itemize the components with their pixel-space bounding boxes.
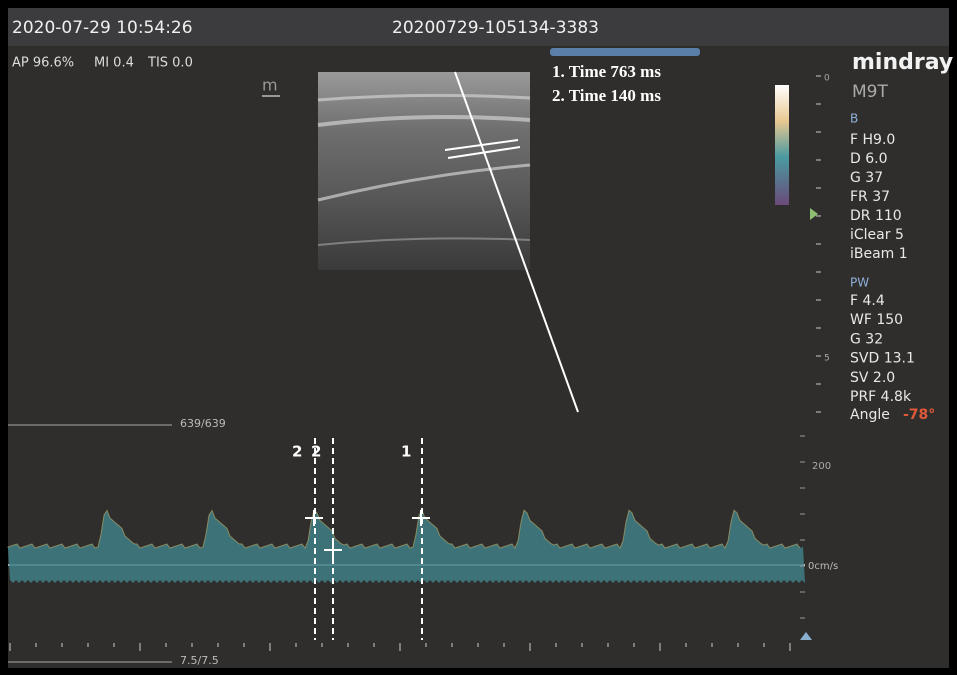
ultrasound-screen: 2020-07-29 10:54:26 20200729-105134-3383… xyxy=(0,0,957,675)
b-mode-image xyxy=(318,72,530,270)
exam-id: 20200729-105134-3383 xyxy=(392,18,599,38)
pw-param: WF 150 xyxy=(850,312,903,328)
b-param: D 6.0 xyxy=(850,151,888,167)
measurement: 2. Time 140 ms xyxy=(552,86,661,105)
model: M9T xyxy=(852,82,888,102)
depth-label: 5 xyxy=(824,354,830,364)
probe-icon: m xyxy=(262,76,278,95)
pw-param: F 4.4 xyxy=(850,293,885,309)
b-param: FR 37 xyxy=(850,189,890,205)
b-param: iBeam 1 xyxy=(850,246,908,262)
b-param: DR 110 xyxy=(850,208,902,224)
pw-param: G 32 xyxy=(850,331,883,347)
brand: mindray xyxy=(852,50,953,75)
velocity-baseline: 0cm/s xyxy=(808,561,838,572)
velocity-max: 200 xyxy=(812,461,831,472)
measurement: 1. Time 763 ms xyxy=(552,62,661,81)
pw-param: SV 2.0 xyxy=(850,370,895,386)
b-param: iClear 5 xyxy=(850,227,904,243)
pw-title: PW xyxy=(850,276,869,290)
datetime: 2020-07-29 10:54:26 xyxy=(12,18,193,38)
b-title: B xyxy=(850,112,858,126)
caliper-label: 2 xyxy=(292,443,302,461)
caliper-label: 2 xyxy=(311,443,321,461)
mi: MI 0.4 xyxy=(94,56,134,71)
angle-label: Angle xyxy=(850,407,890,423)
color-bar xyxy=(775,85,789,205)
pw-param: SVD 13.1 xyxy=(850,351,915,367)
cine-bottom: 7.5/7.5 xyxy=(180,654,219,667)
measure-bar xyxy=(550,48,700,56)
angle-value: -78° xyxy=(903,407,935,423)
b-param: G 37 xyxy=(850,170,883,186)
pw-param: PRF 4.8k xyxy=(850,389,912,405)
b-param: F H9.0 xyxy=(850,132,895,148)
depth-label: 0 xyxy=(824,74,830,84)
ap: AP 96.6% xyxy=(12,56,74,71)
tis: TIS 0.0 xyxy=(147,56,193,71)
caliper-label: 1 xyxy=(401,443,411,461)
cine-top: 639/639 xyxy=(180,417,226,430)
